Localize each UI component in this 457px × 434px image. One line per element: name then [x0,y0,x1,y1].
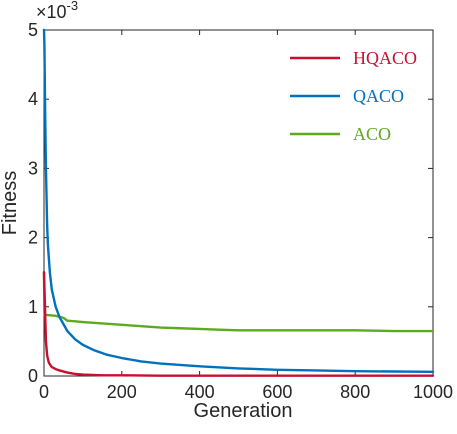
series-line-qaco [42,28,435,374]
legend-label-aco: ACO [353,124,391,144]
y-tick-label: 2 [28,228,38,248]
y-tick-label: 1 [28,297,38,317]
x-axis-label: Generation [194,400,293,422]
y-exponent-label: ×10-3 [36,0,78,22]
y-tick-label: 3 [28,158,38,178]
x-tick-label: 400 [185,382,215,402]
x-axis-ticks: 0 200 400 600 800 1000 [39,30,453,402]
y-exponent-power: -3 [67,0,79,13]
x-tick-label: 800 [340,382,370,402]
y-tick-label: 4 [28,89,38,109]
x-tick-label: 1000 [413,382,453,402]
legend-label-qaco: QACO [353,86,404,106]
x-tick-label: 600 [262,382,292,402]
y-axis-ticks: 0 1 2 3 4 5 [28,20,433,386]
x-tick-label: 0 [39,382,49,402]
y-axis-label: Fitness [0,171,21,235]
y-tick-label: 5 [28,20,38,40]
y-exponent-base: ×10 [36,2,67,22]
series-lines [42,28,435,377]
series-line-aco [42,271,435,333]
series-line-hqaco [42,271,435,377]
legend: HQACO QACO ACO [290,48,417,144]
legend-label-hqaco: HQACO [353,48,417,68]
y-tick-label: 0 [28,366,38,386]
x-tick-label: 200 [107,382,137,402]
